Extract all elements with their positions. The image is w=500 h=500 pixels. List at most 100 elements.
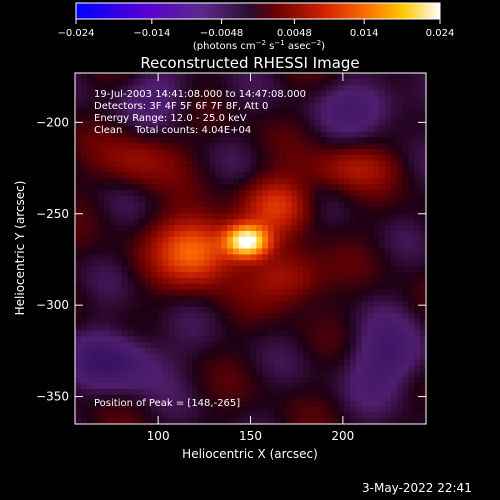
heatmap-cell bbox=[145, 184, 152, 191]
heatmap-cell bbox=[379, 219, 386, 226]
heatmap-cell bbox=[151, 178, 158, 185]
heatmap-cell bbox=[402, 102, 410, 109]
heatmap-cell bbox=[197, 400, 205, 408]
heatmap-cell bbox=[303, 301, 310, 308]
heatmap-cell bbox=[162, 295, 170, 302]
heatmap-cell bbox=[408, 154, 415, 162]
heatmap-cell bbox=[268, 78, 275, 86]
heatmap-cell bbox=[344, 201, 351, 209]
heatmap-cell bbox=[203, 190, 211, 197]
heatmap-cell bbox=[151, 201, 158, 209]
heatmap-cell bbox=[86, 324, 94, 331]
heatmap-cell bbox=[408, 330, 415, 337]
heatmap-cell bbox=[250, 225, 257, 232]
heatmap-cell bbox=[385, 365, 392, 372]
heatmap-cell bbox=[203, 406, 211, 413]
heatmap-cell bbox=[145, 388, 152, 396]
heatmap-cell bbox=[121, 371, 129, 378]
heatmap-cell bbox=[320, 418, 328, 424]
heatmap-cell bbox=[262, 137, 269, 144]
heatmap-cell bbox=[326, 108, 333, 115]
heatmap-cell bbox=[268, 271, 275, 279]
heatmap-cell bbox=[203, 312, 211, 320]
heatmap-cell bbox=[86, 213, 94, 220]
heatmap-cell bbox=[86, 172, 94, 179]
heatmap-cell bbox=[314, 78, 322, 86]
heatmap-cell bbox=[379, 178, 386, 185]
heatmap-cell bbox=[367, 377, 374, 384]
heatmap-cell bbox=[385, 131, 392, 138]
heatmap-cell bbox=[92, 230, 99, 238]
heatmap-cell bbox=[168, 260, 176, 267]
heatmap-cell bbox=[174, 371, 181, 378]
heatmap-cell bbox=[139, 84, 146, 92]
heatmap-cell bbox=[110, 236, 117, 244]
heatmap-cell bbox=[273, 248, 281, 255]
heatmap-cell bbox=[361, 301, 369, 308]
heatmap-cell bbox=[303, 283, 310, 291]
heatmap-cell bbox=[309, 371, 316, 378]
heatmap-cell bbox=[209, 271, 216, 279]
heatmap-cell bbox=[151, 289, 158, 296]
heatmap-cell bbox=[133, 84, 140, 92]
heatmap-cell bbox=[338, 149, 345, 156]
heatmap-cell bbox=[80, 295, 88, 302]
heatmap-cell bbox=[151, 96, 158, 103]
heatmap-cell bbox=[361, 359, 369, 367]
heatmap-cell bbox=[209, 394, 216, 402]
heatmap-cell bbox=[238, 131, 246, 138]
heatmap-cell bbox=[373, 377, 380, 384]
heatmap-cell bbox=[98, 219, 105, 226]
heatmap-cell bbox=[256, 236, 263, 244]
heatmap-cell bbox=[186, 207, 193, 214]
heatmap-cell bbox=[238, 96, 246, 103]
heatmap-cell bbox=[361, 131, 369, 138]
heatmap-cell bbox=[186, 248, 193, 255]
heatmap-cell bbox=[414, 96, 421, 103]
heatmap-cell bbox=[203, 149, 211, 156]
heatmap-cell bbox=[250, 330, 257, 337]
heatmap-cell bbox=[373, 178, 380, 185]
heatmap-cell bbox=[203, 301, 211, 308]
heatmap-cell bbox=[232, 394, 240, 402]
heatmap-cell bbox=[86, 149, 94, 156]
heatmap-cell bbox=[92, 102, 99, 109]
heatmap-cell bbox=[215, 207, 222, 214]
heatmap-cell bbox=[133, 184, 140, 191]
heatmap-cell bbox=[168, 336, 176, 343]
heatmap-cell bbox=[285, 353, 293, 361]
heatmap-cell bbox=[402, 266, 410, 273]
heatmap-cell bbox=[367, 230, 374, 238]
heatmap-cell bbox=[344, 330, 351, 337]
heatmap-cell bbox=[303, 195, 310, 203]
heatmap-cell bbox=[121, 289, 129, 296]
heatmap-cell bbox=[314, 307, 322, 314]
heatmap-cell bbox=[115, 283, 123, 291]
heatmap-cell bbox=[268, 371, 275, 378]
heatmap-cell bbox=[349, 271, 357, 279]
heatmap-cell bbox=[98, 266, 105, 273]
heatmap-cell bbox=[238, 137, 246, 144]
heatmap-cell bbox=[285, 143, 293, 150]
heatmap-cell bbox=[104, 154, 111, 162]
heatmap-cell bbox=[209, 307, 216, 314]
heatmap-cell bbox=[209, 400, 216, 408]
heatmap-cell bbox=[115, 184, 123, 191]
heatmap-cell bbox=[332, 96, 339, 103]
heatmap-cell bbox=[232, 266, 240, 273]
heatmap-cell bbox=[390, 242, 398, 250]
heatmap-cell bbox=[279, 248, 287, 255]
heatmap-cell bbox=[361, 172, 369, 179]
heatmap-cell bbox=[250, 365, 257, 372]
heatmap-cell bbox=[197, 96, 205, 103]
heatmap-cell bbox=[402, 324, 410, 331]
heatmap-cell bbox=[98, 154, 105, 162]
heatmap-cell bbox=[402, 388, 410, 396]
heatmap-cell bbox=[232, 119, 240, 127]
heatmap-cell bbox=[75, 160, 82, 168]
heatmap-cell bbox=[361, 137, 369, 144]
heatmap-cell bbox=[151, 190, 158, 197]
heatmap-cell bbox=[162, 260, 170, 267]
heatmap-cell bbox=[309, 377, 316, 384]
heatmap-cell bbox=[349, 236, 357, 244]
